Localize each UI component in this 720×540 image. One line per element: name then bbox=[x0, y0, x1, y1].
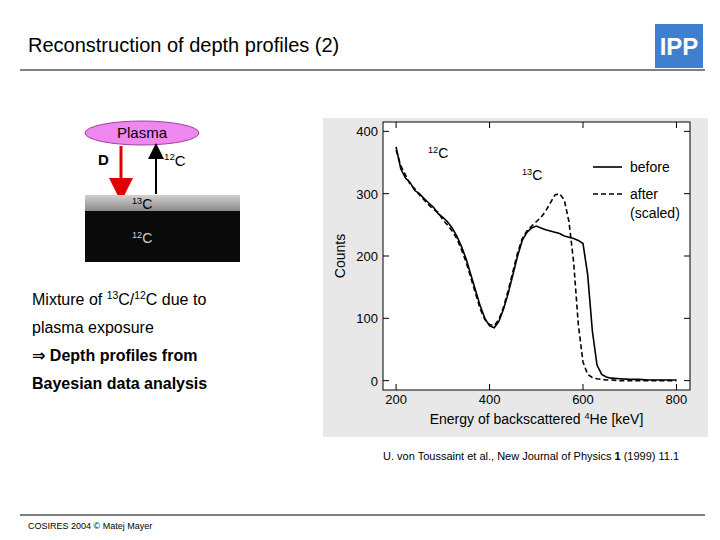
x-tick bbox=[489, 122, 490, 128]
annotation: (scaled) bbox=[630, 205, 680, 221]
series-group bbox=[396, 147, 676, 381]
citation: U. von Toussaint et al., New Journal of … bbox=[383, 450, 679, 462]
plot-area bbox=[383, 122, 690, 390]
x-tick bbox=[396, 384, 397, 390]
legend-label: before bbox=[630, 159, 670, 175]
y-tick bbox=[684, 131, 690, 132]
x-tick bbox=[582, 122, 583, 128]
footer: COSIRES 2004 © Matej Mayer bbox=[28, 521, 152, 531]
legend-label: after bbox=[630, 186, 658, 202]
y-tick bbox=[383, 131, 389, 132]
y-tick bbox=[383, 380, 389, 381]
x-tick-label: 200 bbox=[385, 392, 407, 407]
body-text: plasma exposure bbox=[32, 319, 154, 336]
x-tick-label: 800 bbox=[666, 392, 688, 407]
body-text: ⇒ Depth profiles from bbox=[32, 347, 197, 364]
header-rule bbox=[20, 70, 705, 71]
series-line bbox=[396, 147, 676, 380]
x-tick bbox=[396, 122, 397, 128]
x-tick-label: 400 bbox=[479, 392, 501, 407]
plot-frame bbox=[383, 122, 690, 390]
legend-swatch bbox=[593, 193, 622, 195]
plasma bbox=[85, 121, 199, 145]
y-tick bbox=[684, 380, 690, 381]
ion-label: D bbox=[98, 151, 109, 168]
y-tick bbox=[684, 318, 690, 319]
y-tick bbox=[383, 318, 389, 319]
ion-arrow bbox=[120, 146, 123, 190]
annotation: 13C bbox=[522, 167, 542, 183]
x-tick bbox=[582, 384, 583, 390]
body-text: Bayesian data analysis bbox=[32, 375, 207, 392]
y-tick bbox=[383, 256, 389, 257]
footer-rule bbox=[20, 515, 705, 516]
y-tick-label: 200 bbox=[356, 249, 378, 264]
slide-title: Reconstruction of depth profiles (2) bbox=[28, 34, 339, 56]
sputtered-label: 12C bbox=[164, 151, 186, 169]
y-tick-label: 300 bbox=[356, 187, 378, 202]
substrate-label: 12C bbox=[132, 230, 152, 246]
annotation: 12C bbox=[428, 145, 448, 161]
x-axis-label: Energy of backscattered 4He [keV] bbox=[430, 411, 644, 427]
y-tick-label: 400 bbox=[356, 124, 378, 139]
substrate bbox=[85, 211, 240, 262]
body-text: Mixture of 13C/12C due to bbox=[32, 290, 206, 308]
x-tick bbox=[676, 122, 677, 128]
sputter-arrow bbox=[155, 151, 157, 194]
c13-layer bbox=[85, 195, 240, 211]
citation-part: (1999) 11.1 bbox=[621, 450, 680, 462]
y-tick bbox=[684, 256, 690, 257]
y-tick bbox=[383, 193, 389, 194]
logo-box bbox=[655, 24, 703, 68]
logo: IPP bbox=[660, 33, 699, 60]
legend-swatch bbox=[593, 166, 622, 168]
x-tick bbox=[489, 384, 490, 390]
series-line bbox=[396, 150, 676, 381]
x-tick bbox=[676, 384, 677, 390]
plasma-label: Plasma bbox=[117, 124, 168, 141]
layer-label: 13C bbox=[132, 196, 152, 212]
y-tick bbox=[684, 193, 690, 194]
slide: Reconstruction of depth profiles (2) IPP P… bbox=[0, 0, 720, 540]
citation-part: U. von Toussaint et al., New Journal of … bbox=[383, 450, 615, 462]
x-tick-label: 600 bbox=[572, 392, 594, 407]
chart-panel bbox=[323, 118, 708, 437]
y-axis-label: Counts bbox=[332, 234, 348, 278]
y-tick-label: 100 bbox=[356, 311, 378, 326]
y-tick-label: 0 bbox=[371, 374, 378, 389]
